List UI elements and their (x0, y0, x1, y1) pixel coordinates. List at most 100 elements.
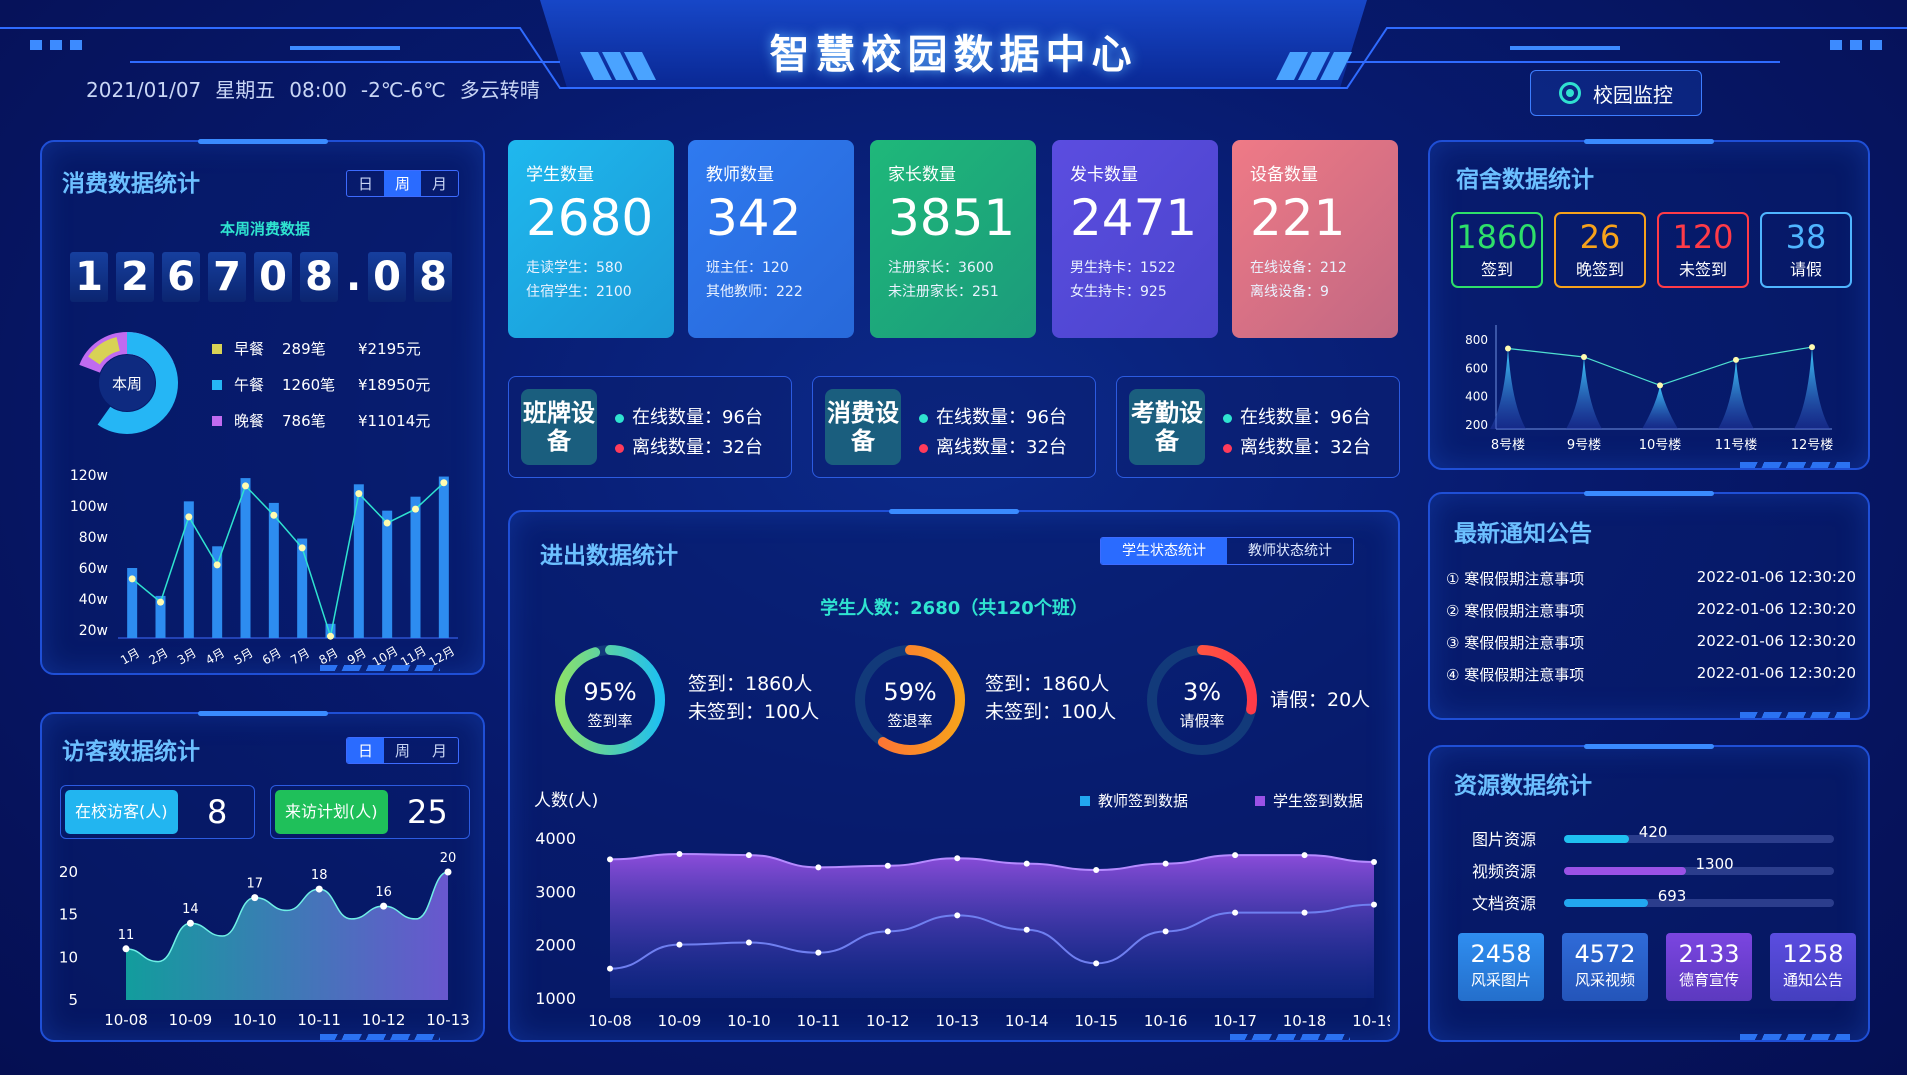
resource-bar-track (1564, 867, 1834, 875)
x-tick-label: 10-13 (935, 1012, 979, 1030)
bar (240, 478, 251, 638)
resource-box[interactable]: 1258 通知公告 (1770, 933, 1856, 1001)
y-tick-label: 120w (70, 468, 108, 484)
x-tick-label: 9月 (345, 646, 369, 665)
x-tick-label: 12月 (427, 644, 458, 665)
trend-point (185, 513, 193, 521)
visitor-point (444, 868, 452, 876)
consumption-tab-month[interactable]: 月 (432, 175, 448, 193)
stat-card-detail-1: 男生持卡：1522 (1070, 260, 1176, 276)
stat-card-title: 设备数量 (1250, 165, 1318, 185)
bar (127, 568, 138, 638)
x-tick-label: 10-08 (588, 1012, 632, 1030)
resource-box[interactable]: 4572 风采视频 (1562, 933, 1648, 1001)
resource-box-value: 1258 (1782, 940, 1844, 968)
spike (1642, 385, 1678, 429)
y-tick-label: 10 (59, 948, 78, 966)
spike (1794, 347, 1830, 429)
stat-card-value: 342 (706, 189, 802, 247)
ring-progress (855, 645, 965, 755)
visit-plan-value: 25 (407, 793, 448, 831)
legend-amount: ¥11014元 (358, 412, 431, 430)
resource-title: 资源数据统计 (1454, 773, 1592, 799)
notice-item[interactable]: ② 寒假假期注意事项 2022-01-06 12:30:20 (1446, 600, 1856, 621)
stat-card: 家长数量 3851 注册家长：3600 未注册家长：251 (870, 140, 1036, 338)
visitor-title: 访客数据统计 (62, 739, 200, 765)
ring-label: 签到率 (587, 712, 632, 730)
page-title: 智慧校园数据中心 (769, 32, 1138, 78)
y-tick-label: 20w (79, 623, 108, 639)
consumption-tab-week[interactable]: 周 (384, 171, 422, 196)
panel-deco (320, 665, 440, 671)
student-point (607, 965, 613, 972)
bar (183, 501, 194, 638)
dorm-stat-value: 38 (1785, 218, 1827, 256)
notice-item[interactable]: ③ 寒假假期注意事项 2022-01-06 12:30:20 (1446, 632, 1856, 653)
x-tick-label: 10-17 (1213, 1012, 1257, 1030)
stat-card-detail-2: 其他教师：222 (706, 284, 803, 300)
resource-box-value: 4572 (1574, 940, 1636, 968)
y-tick-label: 4000 (535, 829, 576, 848)
x-tick-label: 8月 (316, 646, 340, 665)
donut-center-label: 本周 (112, 375, 142, 393)
visitor-tab-week[interactable]: 周 (395, 742, 411, 760)
legend-item-dinner: 晚餐 786笔 ¥11014元 (212, 410, 430, 431)
ring-progress (1147, 645, 1257, 755)
resource-bar-track (1564, 899, 1834, 907)
notice-item-time: 2022-01-06 12:30:20 (1696, 664, 1856, 682)
spike (1566, 357, 1602, 429)
visitor-point (186, 919, 194, 927)
resource-bar-value: 693 (1657, 887, 1687, 905)
resource-box[interactable]: 2133 德育宣传 (1666, 933, 1752, 1001)
legend-item-breakfast: 早餐 289笔 ¥2195元 (212, 338, 421, 359)
x-tick-label: 10-16 (1144, 1012, 1188, 1030)
x-tick-label: 11月 (398, 644, 429, 665)
device-online: 在线数量：96台 (1223, 403, 1371, 429)
y-tick-label: 100w (70, 499, 108, 515)
notice-item[interactable]: ④ 寒假假期注意事项 2022-01-06 12:30:20 (1446, 664, 1856, 685)
y-axis-label: 人数(人) (534, 791, 598, 811)
visitor-tab-month[interactable]: 月 (432, 742, 448, 760)
campus-monitor-button[interactable]: 校园监控 (1530, 70, 1702, 116)
data-label: 18 (311, 868, 328, 883)
tab-teacher-status[interactable]: 教师状态统计 (1248, 543, 1332, 559)
teacher-point (1232, 852, 1239, 859)
y-tick-label: 80w (79, 530, 108, 546)
consumption-title: 消费数据统计 (62, 171, 200, 197)
notice-item[interactable]: ① 寒假假期注意事项 2022-01-06 12:30:20 (1446, 568, 1856, 589)
spike (1490, 348, 1526, 429)
resource-box[interactable]: 2458 风采图片 (1458, 933, 1544, 1001)
bar (268, 502, 279, 638)
legend-swatch (212, 380, 222, 390)
consumption-tab-day[interactable]: 日 (358, 175, 374, 193)
notice-title: 最新通知公告 (1454, 521, 1592, 547)
tab-student-status[interactable]: 学生状态统计 (1101, 538, 1227, 564)
bar (438, 476, 449, 638)
x-tick-label: 10-14 (1005, 1012, 1049, 1030)
student-point (1371, 901, 1377, 908)
dorm-stat-late: 26 晚签到 (1554, 212, 1646, 288)
stat-card-detail-1: 在线设备：212 (1250, 260, 1347, 276)
ring-label: 请假率 (1179, 712, 1224, 730)
panel-deco (1740, 1034, 1850, 1040)
teacher-area (610, 854, 1374, 998)
resource-bar-track (1564, 835, 1834, 843)
legend-name: 午餐 (234, 376, 265, 394)
bar (382, 510, 393, 638)
resource-bar-fill (1564, 899, 1648, 907)
x-tick-label: 10-12 (866, 1012, 910, 1030)
stat-card-detail-1: 走读学生：580 (526, 260, 623, 276)
dorm-stat-label: 未签到 (1678, 260, 1727, 279)
stat-card-detail-2: 离线设备：9 (1250, 284, 1329, 300)
x-tick-label: 2月 (146, 646, 170, 665)
dorm-stat-value: 1860 (1456, 218, 1538, 256)
legend-swatch (212, 416, 222, 426)
in-school-visitors-label: 在校访客(人) (65, 790, 178, 834)
visitor-tab-day[interactable]: 日 (347, 738, 385, 763)
data-label: 17 (247, 877, 264, 892)
student-point (676, 941, 683, 948)
legend-swatch (212, 344, 222, 354)
y-tick-label: 1000 (535, 989, 576, 1008)
date-text: 2021/01/07 (86, 78, 202, 102)
student-point (954, 912, 961, 919)
